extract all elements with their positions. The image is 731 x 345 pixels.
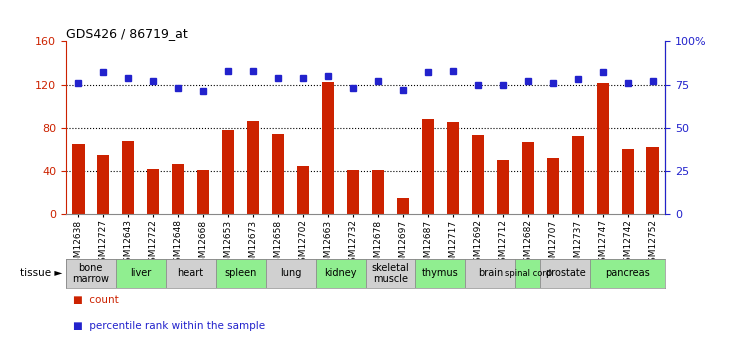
Bar xyxy=(322,82,334,214)
Bar xyxy=(572,136,584,214)
Text: tissue ►: tissue ► xyxy=(20,268,62,278)
Bar xyxy=(346,170,359,214)
Bar xyxy=(496,160,509,214)
Bar xyxy=(366,259,415,288)
Text: heart: heart xyxy=(178,268,204,278)
Text: pancreas: pancreas xyxy=(605,268,650,278)
Bar xyxy=(66,259,115,288)
Bar xyxy=(397,198,409,214)
Text: liver: liver xyxy=(130,268,151,278)
Bar xyxy=(372,170,385,214)
Text: kidney: kidney xyxy=(325,268,357,278)
Bar xyxy=(122,141,135,214)
Bar xyxy=(166,259,216,288)
Bar xyxy=(72,144,85,214)
Text: bone
marrow: bone marrow xyxy=(72,263,109,284)
Bar xyxy=(97,155,110,214)
Bar xyxy=(316,259,366,288)
Bar xyxy=(471,135,484,214)
Text: thymus: thymus xyxy=(422,268,459,278)
Text: ■  percentile rank within the sample: ■ percentile rank within the sample xyxy=(73,321,265,331)
Bar xyxy=(216,259,265,288)
Bar xyxy=(591,259,665,288)
Bar xyxy=(172,164,184,214)
Bar xyxy=(265,259,316,288)
Bar xyxy=(115,259,166,288)
Bar xyxy=(540,259,591,288)
Text: brain: brain xyxy=(478,268,503,278)
Bar xyxy=(447,122,459,214)
Bar xyxy=(197,170,209,214)
Bar xyxy=(422,119,434,214)
Bar xyxy=(415,259,466,288)
Bar xyxy=(522,142,534,214)
Text: lung: lung xyxy=(280,268,301,278)
Text: ■  count: ■ count xyxy=(73,295,119,305)
Bar xyxy=(596,83,609,214)
Text: skeletal
muscle: skeletal muscle xyxy=(371,263,409,284)
Bar xyxy=(272,134,284,214)
Bar xyxy=(621,149,634,214)
Text: spleen: spleen xyxy=(224,268,257,278)
Bar xyxy=(547,158,559,214)
Bar xyxy=(222,130,235,214)
Bar xyxy=(466,259,515,288)
Bar xyxy=(297,167,309,214)
Text: spinal cord: spinal cord xyxy=(505,269,551,278)
Text: GDS426 / 86719_at: GDS426 / 86719_at xyxy=(66,27,188,40)
Bar xyxy=(147,169,159,214)
Bar xyxy=(247,121,260,214)
Text: prostate: prostate xyxy=(545,268,586,278)
Bar xyxy=(646,147,659,214)
Bar xyxy=(515,259,540,288)
